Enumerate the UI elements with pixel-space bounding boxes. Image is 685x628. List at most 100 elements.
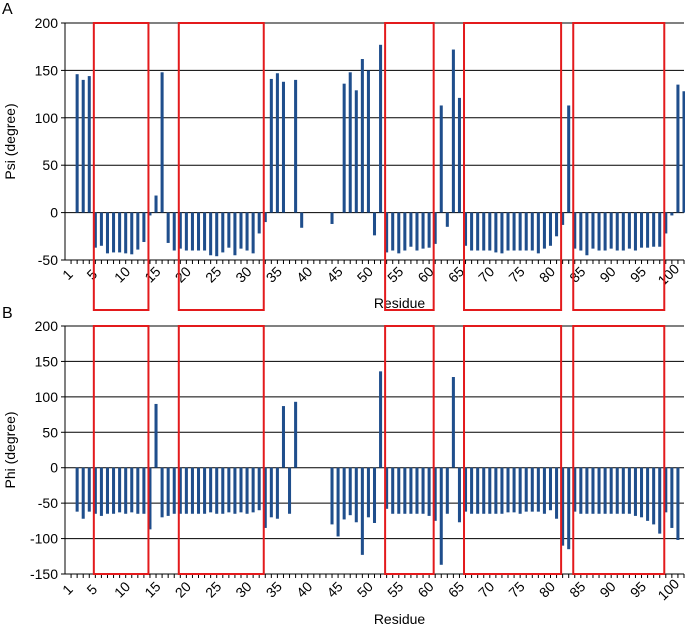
- bar: [269, 78, 273, 213]
- bar: [621, 467, 625, 514]
- bar: [621, 212, 625, 251]
- bar: [615, 467, 619, 514]
- x-tick-label: 85: [566, 263, 588, 285]
- bar: [184, 467, 188, 514]
- bar: [646, 212, 650, 248]
- bar: [281, 81, 285, 213]
- bar: [360, 59, 364, 213]
- bar: [518, 212, 522, 251]
- x-tick-label: 10: [111, 578, 133, 600]
- x-tick-label: 55: [384, 578, 406, 600]
- bar: [148, 212, 152, 216]
- bar: [172, 212, 176, 251]
- bar: [130, 212, 134, 255]
- bar: [166, 467, 170, 516]
- bar: [427, 467, 431, 516]
- bar: [646, 467, 650, 521]
- bar: [555, 212, 559, 237]
- bar: [439, 105, 443, 213]
- bar: [482, 212, 486, 251]
- y-tick-label: 0: [50, 205, 58, 221]
- bar: [366, 467, 370, 518]
- chart-panel-b: B -150 -100 -50 0 50 100 150 200 1 5 10 15 20 25 30 35 40…: [2, 305, 685, 627]
- y-tick-label: -50: [38, 252, 58, 268]
- x-tick-label: 50: [354, 578, 376, 600]
- y-tick-label: 0: [50, 460, 58, 476]
- bar: [360, 467, 364, 555]
- bar: [567, 105, 571, 213]
- x-tick-label: 25: [202, 263, 224, 285]
- bar: [190, 467, 194, 514]
- x-tick-label: 20: [172, 578, 194, 600]
- bar: [196, 212, 201, 251]
- bar: [670, 467, 674, 528]
- bar: [603, 467, 607, 514]
- bar: [87, 467, 91, 512]
- bar: [512, 212, 516, 251]
- bar: [494, 212, 498, 253]
- bar: [379, 44, 383, 213]
- y-tick-label: 50: [42, 424, 58, 440]
- bar: [609, 212, 613, 249]
- bar: [130, 467, 134, 513]
- bar: [445, 212, 449, 227]
- x-tick-label: 40: [293, 263, 315, 285]
- panel-label: A: [2, 1, 13, 18]
- bar: [470, 212, 474, 251]
- bar: [427, 212, 431, 248]
- bar: [494, 467, 498, 514]
- highlight-box-top: [177, 22, 265, 311]
- x-tick-label: 60: [414, 578, 436, 600]
- bar: [330, 212, 334, 224]
- bar: [215, 467, 219, 514]
- bar: [627, 467, 631, 514]
- bar: [658, 212, 662, 247]
- bar: [342, 83, 346, 213]
- bar: [488, 467, 492, 514]
- bar: [609, 467, 613, 514]
- bar: [87, 76, 91, 213]
- bar: [239, 467, 243, 513]
- x-tick-label: 30: [232, 263, 254, 285]
- y-tick-label: -100: [30, 531, 58, 547]
- bar: [500, 467, 504, 514]
- bar: [633, 467, 637, 516]
- bar: [75, 74, 79, 213]
- bar: [257, 212, 261, 234]
- highlight-box-top: [384, 22, 435, 311]
- bar: [209, 467, 213, 513]
- panel-label: B: [2, 305, 13, 322]
- x-tick-label: 95: [627, 578, 649, 600]
- y-axis-title: Psi (degree): [2, 103, 18, 179]
- bar: [421, 212, 425, 249]
- bar: [676, 84, 680, 213]
- x-tick-label: 75: [505, 263, 527, 285]
- bar: [664, 212, 668, 234]
- bar: [336, 467, 340, 537]
- bar: [548, 467, 553, 511]
- bar: [415, 467, 419, 514]
- x-tick-label: 100: [654, 260, 682, 288]
- bar: [542, 212, 546, 249]
- bar: [372, 467, 377, 523]
- bar: [561, 467, 565, 546]
- bar: [184, 212, 188, 251]
- bar: [476, 212, 480, 251]
- bar: [597, 212, 601, 251]
- bar: [464, 467, 468, 512]
- bar: [379, 371, 383, 468]
- x-axis-title: Residue: [374, 295, 426, 311]
- bar: [391, 212, 395, 251]
- highlight-box-top: [572, 22, 666, 311]
- bar: [542, 467, 546, 514]
- bar: [579, 212, 583, 251]
- highlight-box-bottom: [463, 325, 563, 575]
- y-axis-title: Phi (degree): [2, 411, 18, 488]
- bar: [251, 212, 255, 254]
- bar: [555, 467, 559, 519]
- bar: [482, 467, 486, 514]
- bar: [354, 90, 358, 213]
- bar: [348, 467, 352, 516]
- bar: [524, 467, 528, 512]
